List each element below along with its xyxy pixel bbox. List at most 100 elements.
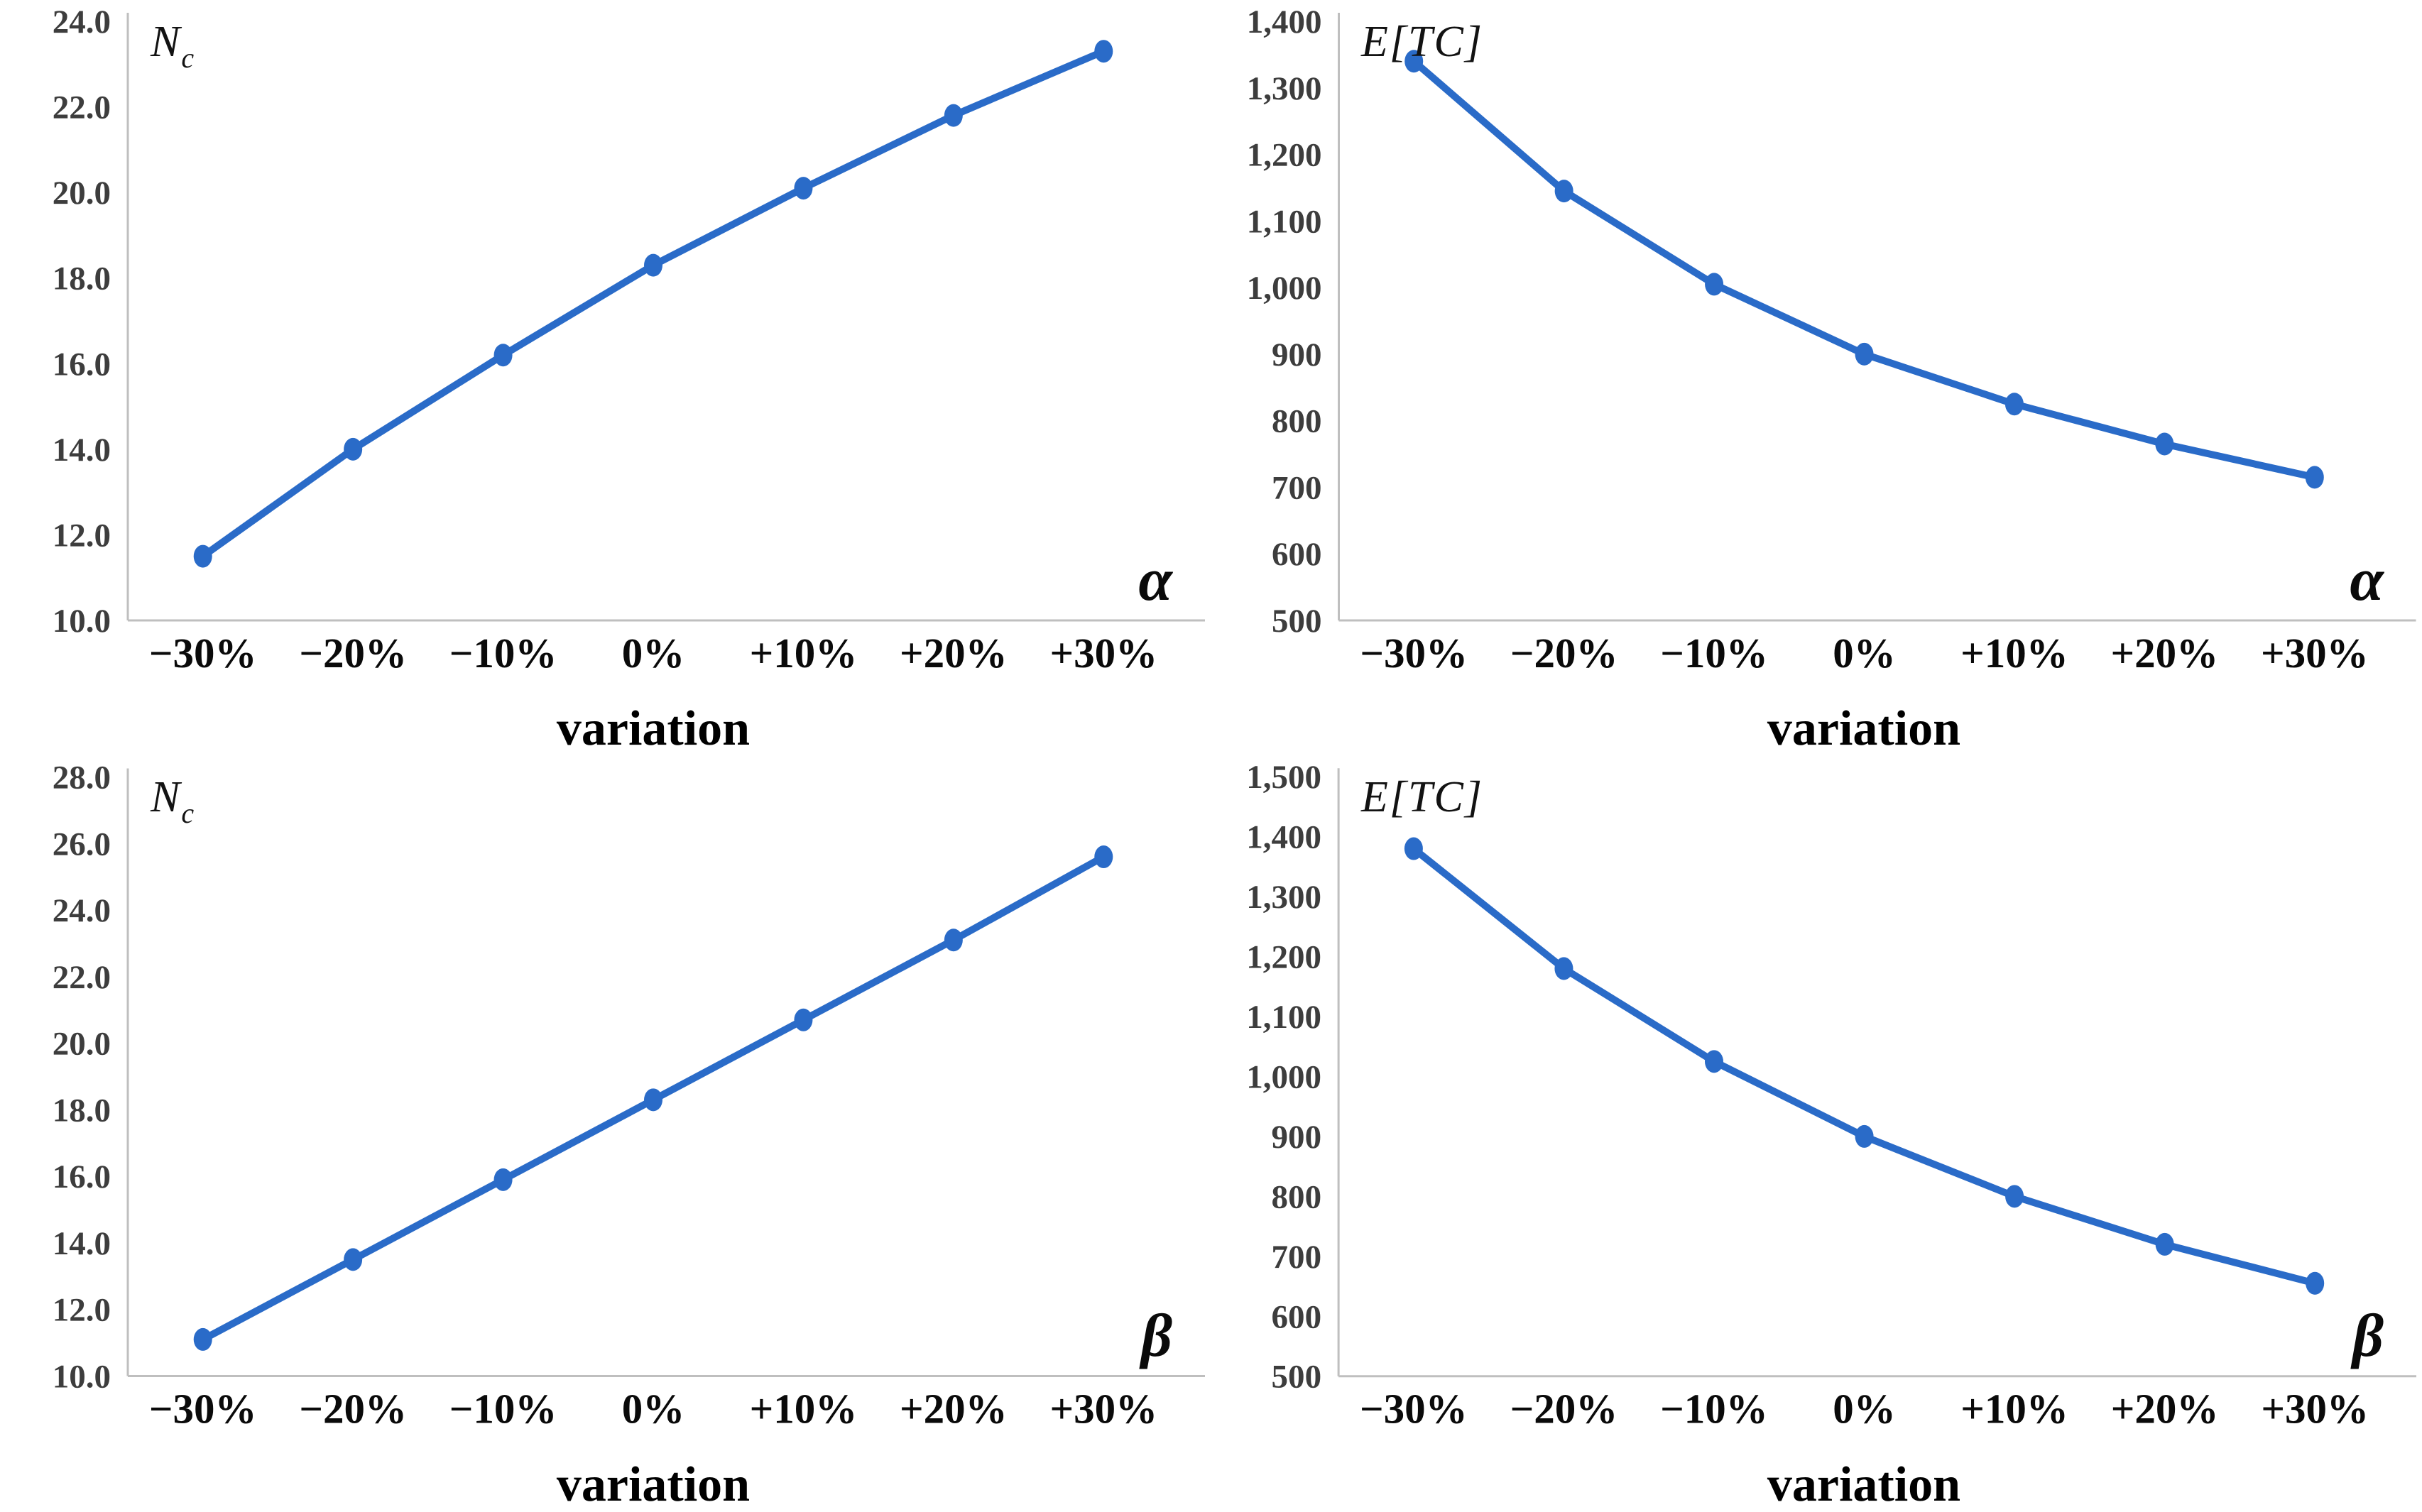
x-axis-tick-label: −20% [1510,630,1618,676]
y-axis-label-subscript: c [181,42,196,74]
y-axis-label: E[TC] [1361,775,1483,828]
x-axis-tick-label: +10% [750,630,858,676]
x-axis-tick-label: −10% [1660,1386,1768,1432]
y-axis-tick-label: 800 [1272,403,1322,440]
x-axis-tick-label: 0% [622,630,685,676]
y-axis-tick-label: 1,300 [1247,70,1322,107]
y-axis-tick-label: 24.0 [53,4,111,40]
data-point-marker [644,1088,662,1112]
data-point-marker [2305,466,2324,489]
x-axis-title: variation [556,701,751,756]
y-axis-tick-label: 12.0 [53,517,111,554]
y-axis-tick-label: 900 [1272,336,1322,373]
data-point-marker [1404,50,1424,73]
chart-nc-beta-canvas: 28.0 26.0 24.0 22.0 20.0 18.0 16.0 14.0 12.0 10.0… [53,760,1205,1432]
x-axis-tick-label: +20% [900,1386,1008,1432]
x-axis-tick-label: +30% [2261,630,2369,676]
y-axis-tick-label: 10.0 [53,603,111,640]
y-axis-tick-label: 700 [1272,1239,1322,1276]
y-axis-tick-label: 16.0 [53,1158,111,1195]
data-point-marker [1094,40,1113,63]
y-axis-label: E[TC] [1361,20,1483,72]
y-axis-tick-label: 1,200 [1246,939,1321,976]
x-axis-tick-label: +10% [1960,630,2068,676]
y-axis-tick-label: 1,400 [1246,819,1321,856]
data-point-marker [794,1008,813,1031]
y-axis-tick-label: 500 [1272,603,1322,640]
y-axis-tick-label: 20.0 [53,1026,111,1063]
x-axis-tick-label: −10% [449,630,557,676]
chart-etc-alpha: 1,400 1,300 1,200 1,100 1,000 900 800 700 600 500… [1211,0,2422,755]
data-series-line [1410,57,2318,481]
data-point-marker [944,928,963,952]
chart-nc-beta: 28.0 26.0 24.0 22.0 20.0 18.0 16.0 14.0 12.0 10.0… [0,755,1211,1511]
x-axis-tick-label: +10% [750,1386,858,1432]
data-point-marker [344,1248,363,1271]
y-axis-tick-label: 1,200 [1247,137,1322,174]
data-point-marker [344,437,363,461]
y-axis-tick-label: 14.0 [53,432,111,469]
x-axis-tick-label: 0% [622,1386,685,1432]
y-axis-tick-label: 1,400 [1247,4,1322,40]
x-axis-tick-label: −30% [1360,1386,1468,1432]
data-point-marker [193,544,212,568]
x-axis-tick-label: +20% [900,630,1008,676]
y-axis-label-main: E[TC] [1361,773,1483,821]
y-axis-tick-label: 28.0 [53,760,111,796]
data-point-marker [644,253,662,277]
x-axis-tick-label: −30% [149,630,257,676]
y-axis-tick-label: 1,100 [1246,999,1321,1036]
y-axis-tick-label: 12.0 [53,1292,111,1329]
x-axis-title: variation [1767,701,1961,756]
y-axis-tick-label: 18.0 [53,1092,111,1129]
data-point-marker [1404,837,1423,860]
data-point-marker [1855,1124,1874,1148]
x-axis-tick-label: 0% [1833,630,1896,676]
y-axis-tick-label: 1,100 [1247,203,1322,240]
y-axis-tick-label: 1,300 [1246,879,1321,916]
y-axis-tick-label: 500 [1272,1359,1322,1396]
y-axis-tick-label: 14.0 [53,1225,111,1262]
parameter-label-beta: β [1140,1301,1172,1369]
data-point-marker [193,1327,212,1351]
data-point-marker [944,104,963,127]
x-axis-tick-label: +20% [2111,630,2219,676]
data-point-marker [2306,1271,2325,1295]
y-axis-label: Nc [151,20,195,72]
chart-etc-beta-canvas: 1,500 1,400 1,300 1,200 1,100 1,000 900 800 700 6… [1246,759,2416,1432]
y-axis-tick-label: 1,000 [1247,270,1322,307]
data-series-line [199,48,1108,560]
y-axis-tick-label: 1,000 [1246,1058,1321,1095]
y-axis-tick-label: 1,500 [1246,759,1321,796]
y-axis-label: Nc [151,775,195,828]
parameter-label-beta: β [2352,1301,2384,1369]
data-point-marker [493,344,513,367]
x-axis-tick-label: −30% [149,1386,257,1432]
y-axis-label-main: E[TC] [1361,18,1483,66]
chart-etc-alpha-canvas: 1,400 1,300 1,200 1,100 1,000 900 800 700 600 500… [1247,4,2416,676]
x-axis-tick-label: 0% [1833,1386,1896,1432]
x-axis-title: variation [1767,1457,1961,1512]
y-axis-tick-label: 700 [1272,469,1322,506]
y-axis-tick-label: 10.0 [53,1359,111,1396]
x-axis-tick-label: −10% [1660,630,1768,676]
data-point-marker [794,177,813,200]
y-axis-label-main: N [151,18,182,66]
y-axis-tick-label: 24.0 [53,892,111,929]
data-point-marker [1554,957,1573,980]
parameter-label-alpha: α [1138,545,1172,613]
data-point-marker [1855,342,1874,366]
x-axis-tick-label: +30% [1049,630,1157,676]
data-point-marker [2155,432,2174,456]
data-point-marker [1554,180,1573,203]
x-axis-tick-label: −20% [1510,1386,1618,1432]
parameter-label-alpha: α [2350,545,2384,613]
chart-etc-beta: 1,500 1,400 1,300 1,200 1,100 1,000 900 800 700 6… [1211,755,2422,1511]
y-axis-tick-label: 20.0 [53,175,111,212]
data-point-marker [1704,1050,1723,1073]
x-axis-tick-label: +10% [1960,1386,2068,1432]
x-axis-tick-label: +30% [1049,1386,1157,1432]
y-axis-tick-label: 16.0 [53,346,111,383]
x-axis-tick-label: −20% [299,1386,407,1432]
